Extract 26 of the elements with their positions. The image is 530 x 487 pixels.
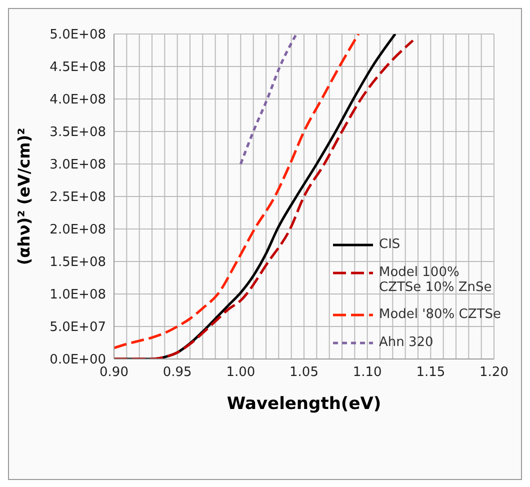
- y-tick-label: 3.0E+08: [50, 158, 106, 173]
- x-tick-label: 1.20: [480, 365, 508, 380]
- legend-label: Ahn 320: [379, 335, 434, 350]
- x-tick-label: 0.90: [100, 365, 128, 380]
- y-axis-title: (αhν)² (eV/cm)²: [14, 128, 34, 266]
- line-series: [239, 34, 298, 166]
- x-tick-label: 1.00: [226, 365, 256, 380]
- x-tick-label: 1.05: [290, 365, 318, 380]
- x-axis-title: Wavelength(eV): [226, 394, 382, 414]
- legend-label: Model '80% CZTSe: [379, 307, 501, 322]
- y-tick-label: 5.0E+07: [50, 320, 106, 336]
- x-tick-label: 1.15: [416, 365, 446, 380]
- y-tick-label: 5.0E+08: [50, 28, 106, 43]
- y-tick-label: 1.0E+08: [50, 288, 106, 303]
- y-tick-label: 2.0E+08: [50, 222, 106, 238]
- legend-label: CIS: [379, 237, 400, 252]
- y-tick-label: 1.5E+08: [50, 255, 106, 270]
- y-tick-label: 0.0E+00: [50, 352, 106, 368]
- y-tick-label: 3.5E+08: [50, 125, 106, 140]
- y-tick-label: 4.5E+08: [50, 60, 106, 76]
- y-tick-label: 2.5E+08: [50, 190, 106, 206]
- legend-label: Model 100% CZTSe 10% ZnSe: [379, 265, 493, 295]
- line-series: [114, 34, 360, 350]
- x-tick-label: 1.10: [352, 365, 382, 380]
- y-tick-label: 4.0E+08: [50, 92, 106, 108]
- x-tick-label: 0.95: [162, 365, 192, 380]
